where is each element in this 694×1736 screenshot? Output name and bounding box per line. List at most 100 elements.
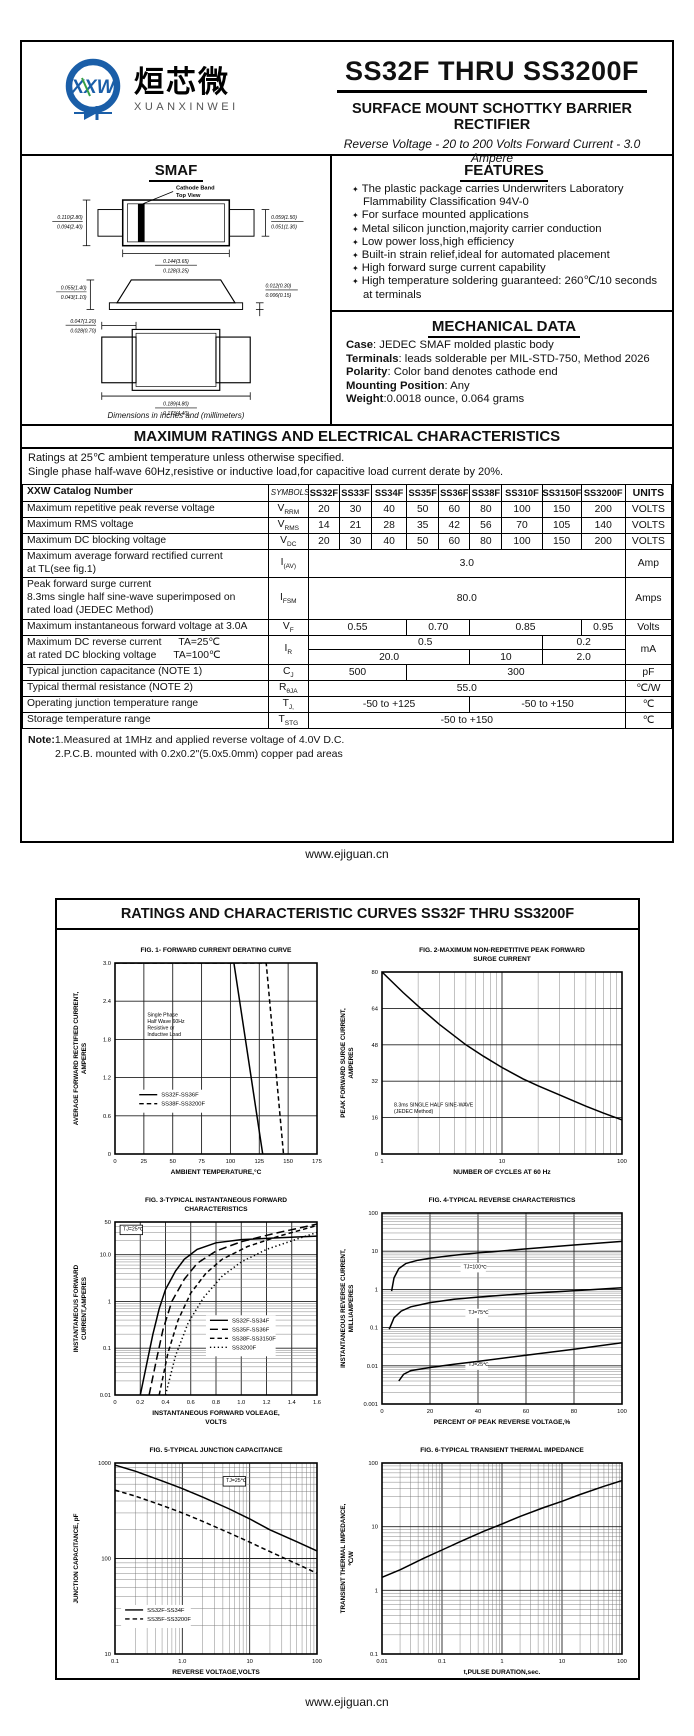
part-number-header: SS36F bbox=[438, 483, 471, 502]
svg-text:80: 80 bbox=[570, 1409, 576, 1415]
table-row: Maximum repetitive peak reverse voltage V… bbox=[22, 500, 673, 518]
table-cell: -50 to +150 bbox=[469, 695, 626, 713]
svg-text:0.01: 0.01 bbox=[376, 1659, 387, 1665]
website-link-bottom[interactable]: www.ejiguan.cn bbox=[305, 1695, 389, 1709]
device-subtitle: SURFACE MOUNT SCHOTTKY BARRIER RECTIFIER bbox=[351, 101, 633, 133]
website-link-mid[interactable]: www.ejiguan.cn bbox=[305, 847, 389, 861]
table-cell: 30 bbox=[338, 532, 373, 550]
condition-line: Single phase half-wave 60Hz,resistive or… bbox=[28, 465, 504, 478]
table-cell: 20.0 bbox=[307, 649, 471, 665]
feature-item: For surface mounted applications bbox=[352, 209, 662, 222]
feature-item: High temperature soldering guaranteed: 2… bbox=[352, 275, 662, 301]
table-row: Typical thermal resistance (NOTE 2) RθJA 5… bbox=[22, 679, 673, 697]
table-cell: 80 bbox=[469, 500, 503, 518]
table-row: Typical junction capacitance (NOTE 1) CJ 5… bbox=[22, 663, 673, 681]
dim-sv-edge-b: 0.006(0.15) bbox=[265, 293, 291, 299]
table-cell: 42 bbox=[438, 516, 471, 534]
svg-text:0.1: 0.1 bbox=[369, 1326, 377, 1332]
svg-text:INSTANTANEOUS REVERSE CURRENT,: INSTANTANEOUS REVERSE CURRENT, bbox=[340, 1249, 347, 1368]
svg-text:1.0: 1.0 bbox=[178, 1659, 186, 1665]
cathode-band-label-2: Top View bbox=[176, 193, 201, 199]
table-cell: 55.0 bbox=[307, 679, 626, 697]
dim-bv-length-a: 0.189(4.80) bbox=[163, 402, 189, 408]
svg-text:1: 1 bbox=[108, 1299, 111, 1305]
part-number-header: SS310F bbox=[501, 483, 543, 502]
svg-text:100: 100 bbox=[617, 1659, 627, 1665]
figure-fig2: 8.3ms SINGLE HALF SINE-WAVE (JEDEC Method… bbox=[335, 942, 632, 1182]
svg-text:SS32F-SS34F: SS32F-SS34F bbox=[232, 1318, 270, 1324]
svg-text:0.1: 0.1 bbox=[437, 1659, 445, 1665]
svg-text:NUMBER OF CYCLES AT 60 Hz: NUMBER OF CYCLES AT 60 Hz bbox=[453, 1169, 551, 1176]
table-row: Maximum RMS voltage VRMS 14 21 28 35 42 56 70 105… bbox=[22, 516, 673, 534]
table-cell: -50 to +125 bbox=[307, 695, 471, 713]
svg-text:10: 10 bbox=[371, 1525, 377, 1531]
table-cell: -50 to +150 bbox=[307, 711, 626, 729]
curves-page-title: RATINGS AND CHARACTERISTIC CURVES SS32F … bbox=[57, 900, 638, 930]
svg-text:TJ=100℃: TJ=100℃ bbox=[463, 1264, 486, 1270]
svg-text:℃/W: ℃/W bbox=[348, 1551, 355, 1566]
dim-tv-tab-a: 0.059(1.50) bbox=[271, 215, 297, 221]
feature-item: The plastic package carries Underwriters… bbox=[352, 183, 662, 209]
svg-text:SS32F-SS36F: SS32F-SS36F bbox=[161, 1093, 199, 1099]
svg-text:MILLIAMPERES: MILLIAMPERES bbox=[348, 1285, 355, 1333]
svg-text:SS38F-SS3150F: SS38F-SS3150F bbox=[232, 1336, 276, 1342]
svg-text:SS3200F: SS3200F bbox=[232, 1345, 257, 1351]
company-name-cn: 烜芯微 bbox=[134, 65, 230, 99]
figure-fig3: TJ=25℃ 0 0.2 0.4 0.6 0.8 1.0 1.2 1.4 1.6 0.01 0.1 1 1… bbox=[65, 1192, 331, 1432]
svg-text:10: 10 bbox=[498, 1159, 504, 1165]
svg-text:CURRENT,AMPERES: CURRENT,AMPERES bbox=[81, 1277, 88, 1340]
package-outline-drawing: Cathode Band Top View 0.110(2.80) 0.094(… bbox=[52, 186, 304, 417]
svg-text:40: 40 bbox=[474, 1409, 480, 1415]
svg-text:16: 16 bbox=[371, 1116, 377, 1122]
table-cell: 3.0 bbox=[307, 548, 626, 579]
dim-bv-pad-a: 0.047(1.20) bbox=[70, 319, 96, 325]
fig1-series-SS32F-SS36F bbox=[115, 963, 264, 1154]
table-cell: 140 bbox=[580, 516, 626, 534]
logo-monogram: XXW bbox=[70, 77, 116, 98]
svg-text:100: 100 bbox=[617, 1159, 627, 1165]
condition-line: Ratings at 25℃ ambient temperature unles… bbox=[28, 452, 345, 464]
svg-text:CHARACTERISTICS: CHARACTERISTICS bbox=[184, 1206, 248, 1213]
title-rule bbox=[337, 90, 647, 93]
features-list: The plastic package carries Underwriters… bbox=[346, 183, 662, 302]
dim-tv-tab-b: 0.051(1.30) bbox=[271, 225, 297, 231]
svg-text:100: 100 bbox=[617, 1409, 627, 1415]
logo-mark-icon: XXW bbox=[65, 58, 121, 120]
table-cell: Typical junction capacitance (NOTE 1) bbox=[22, 663, 269, 681]
svg-text:SS38F-SS3200F: SS38F-SS3200F bbox=[161, 1102, 205, 1108]
mech-item: Terminals: leads solderable per MIL-STD-… bbox=[346, 352, 650, 365]
table-cell: 70 bbox=[501, 516, 543, 534]
svg-text:48: 48 bbox=[371, 1043, 377, 1049]
svg-text:FIG. 6-TYPICAL TRANSIENT THERM: FIG. 6-TYPICAL TRANSIENT THERMAL IMPEDAN… bbox=[420, 1447, 584, 1454]
svg-text:0.6: 0.6 bbox=[187, 1400, 195, 1406]
table-cell: 20 bbox=[307, 500, 340, 518]
symbol-cell: IR bbox=[267, 634, 309, 665]
mechanical-data-title: MECHANICAL DATA bbox=[346, 318, 662, 338]
title-block: SS32F THRU SS3200F SURFACE MOUNT SCHOTTK… bbox=[322, 56, 662, 165]
table-row: 20.0 10 2.0 bbox=[23, 649, 672, 665]
svg-text:REVERSE VOLTAGE,VOLTS: REVERSE VOLTAGE,VOLTS bbox=[172, 1669, 260, 1676]
table-notes: Note:1.Measured at 1MHz and applied reve… bbox=[22, 729, 672, 765]
table-cell: Peak forward surge current 8.3ms single … bbox=[22, 577, 269, 620]
table-cell: 10 bbox=[469, 649, 543, 665]
svg-text:VOLTS: VOLTS bbox=[205, 1419, 227, 1426]
svg-text:10: 10 bbox=[558, 1659, 564, 1665]
svg-text:10: 10 bbox=[246, 1659, 252, 1665]
unit-cell: Amp bbox=[624, 548, 673, 579]
unit-cell: mA bbox=[624, 634, 673, 665]
part-number-header: SS38F bbox=[469, 483, 503, 502]
svg-text:100: 100 bbox=[368, 1211, 378, 1217]
mech-item: Case: JEDEC SMAF molded plastic body bbox=[346, 339, 554, 351]
table-cell: 28 bbox=[371, 516, 408, 534]
ratings-table: XXW Catalog Number SYMBOLS SS32F SS33F SS34F… bbox=[22, 483, 673, 729]
svg-text:0: 0 bbox=[108, 1152, 111, 1158]
unit-cell: ℃ bbox=[624, 711, 673, 729]
fig5-series-SS35F-SS3200F bbox=[115, 1489, 317, 1574]
svg-text:60: 60 bbox=[522, 1409, 528, 1415]
svg-text:Inductive Load: Inductive Load bbox=[147, 1032, 181, 1038]
page2-frame: RATINGS AND CHARACTERISTIC CURVES SS32F … bbox=[55, 898, 640, 1680]
svg-text:Resistive or: Resistive or bbox=[147, 1025, 174, 1031]
fig3-series-SS3200F bbox=[164, 1231, 317, 1395]
